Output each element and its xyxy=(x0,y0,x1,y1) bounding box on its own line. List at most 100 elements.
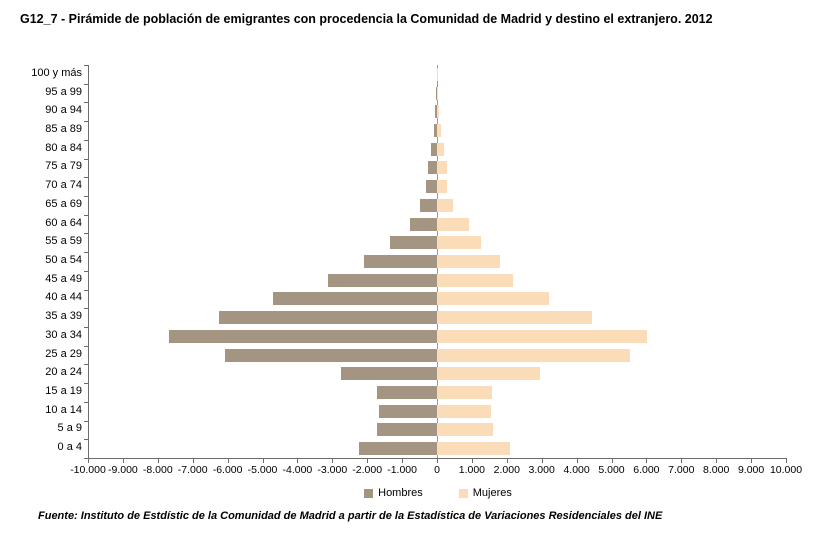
category-label: 80 a 84 xyxy=(45,141,82,154)
value-tick-label: -3.000 xyxy=(317,464,348,476)
category-label: 25 a 29 xyxy=(45,347,82,360)
bar-mujeres-25-a-29 xyxy=(437,348,630,362)
value-tick xyxy=(471,459,473,463)
value-tick-label: 3.000 xyxy=(528,464,555,476)
value-tick-label: -2.000 xyxy=(352,464,383,476)
category-label: 60 a 64 xyxy=(45,216,82,229)
category-label: 30 a 34 xyxy=(45,328,82,341)
category-tick xyxy=(84,458,88,459)
bar-hombres-25-a-29 xyxy=(225,348,437,362)
value-tick-label: -10.000 xyxy=(70,464,106,476)
bar-hombres-0-a-4 xyxy=(359,442,437,456)
category-label: 85 a 89 xyxy=(45,123,82,135)
category-tick xyxy=(84,121,88,123)
category-tick xyxy=(84,177,88,179)
category-label: 10 a 14 xyxy=(45,403,82,416)
category-tick xyxy=(84,270,88,272)
value-tick xyxy=(786,459,787,463)
value-tick-label: 7.000 xyxy=(668,464,695,476)
bar-hombres-40-a-44 xyxy=(272,292,437,306)
value-tick xyxy=(716,459,718,463)
bar-hombres-65-a-69 xyxy=(419,198,437,212)
category-label: 95 a 99 xyxy=(45,85,82,98)
value-tick-label: 0 xyxy=(434,464,440,476)
value-tick-label: -4.000 xyxy=(282,464,313,476)
value-tick-label: 2.000 xyxy=(493,464,520,476)
value-tick xyxy=(122,459,124,463)
category-label: 20 a 24 xyxy=(45,366,82,379)
category-label: 75 a 79 xyxy=(45,160,82,173)
category-tick xyxy=(84,327,88,328)
bar-mujeres-35-a-39 xyxy=(437,311,592,325)
value-tick xyxy=(402,459,404,463)
bar-hombres-10-a-14 xyxy=(379,404,437,418)
value-tick-label: -5.000 xyxy=(247,464,278,476)
mujeres-swatch-icon xyxy=(458,488,468,498)
bar-mujeres-0-a-4 xyxy=(437,442,510,456)
value-tick-label: 9.000 xyxy=(737,464,765,476)
value-tick-label: 10.000 xyxy=(769,464,803,476)
category-tick xyxy=(84,383,88,385)
category-tick xyxy=(84,252,88,254)
category-tick xyxy=(84,102,88,104)
value-axis-line xyxy=(88,458,787,459)
category-tick xyxy=(84,139,88,141)
category-tick xyxy=(84,196,88,197)
category-label: 100 y más xyxy=(31,66,82,79)
value-tick-label: -6.000 xyxy=(212,464,243,476)
plot-area xyxy=(84,65,787,463)
value-tick xyxy=(646,459,648,463)
category-tick xyxy=(84,439,88,441)
bar-hombres-35-a-39 xyxy=(218,311,437,325)
bar-hombres-5-a-9 xyxy=(376,423,437,437)
value-tick xyxy=(611,459,613,463)
category-label: 35 a 39 xyxy=(45,310,82,323)
bar-hombres-75-a-79 xyxy=(428,161,437,175)
category-label: 40 a 44 xyxy=(45,291,82,304)
bar-mujeres-65-a-69 xyxy=(437,198,454,212)
category-tick xyxy=(84,65,88,66)
bar-hombres-50-a-54 xyxy=(364,255,437,268)
value-tick-label: -1.000 xyxy=(387,464,417,476)
value-tick-label: -7.000 xyxy=(177,464,208,476)
value-tick xyxy=(297,459,299,463)
bar-hombres-95-a-99 xyxy=(436,86,437,100)
bar-mujeres-95-a-99 xyxy=(437,86,438,100)
value-tick xyxy=(157,459,159,463)
category-label: 70 a 74 xyxy=(45,179,82,192)
bar-mujeres-10-a-14 xyxy=(437,404,492,418)
bar-hombres-80-a-84 xyxy=(431,142,437,156)
hombres-swatch-icon xyxy=(364,488,374,498)
value-tick xyxy=(332,459,334,463)
category-tick xyxy=(84,364,88,366)
category-tick xyxy=(84,233,88,235)
value-tick-label: 4.000 xyxy=(563,464,590,476)
bar-hombres-90-a-94 xyxy=(435,105,437,119)
category-tick xyxy=(84,308,88,310)
bar-mujeres-60-a-64 xyxy=(437,217,470,231)
category-tick xyxy=(84,158,88,160)
category-label: 0 a 4 xyxy=(57,441,82,454)
bar-mujeres-90-a-94 xyxy=(437,105,440,119)
bar-hombres-30-a-34 xyxy=(168,329,437,343)
value-tick xyxy=(681,459,683,463)
legend-item-mujeres: Mujeres xyxy=(458,487,512,499)
bar-mujeres-50-a-54 xyxy=(437,255,501,268)
category-tick xyxy=(84,420,88,422)
bar-mujeres-20-a-24 xyxy=(437,367,540,381)
bar-mujeres-75-a-79 xyxy=(437,161,447,175)
value-tick xyxy=(227,459,229,463)
value-tick xyxy=(506,459,508,463)
category-label: 50 a 54 xyxy=(45,254,82,266)
value-tick xyxy=(88,459,89,463)
bar-mujeres-30-a-34 xyxy=(437,329,648,343)
category-label: 65 a 69 xyxy=(45,197,82,210)
category-label: 90 a 94 xyxy=(45,104,82,117)
value-tick-label: 6.000 xyxy=(633,464,660,476)
bar-hombres-20-a-24 xyxy=(341,367,437,381)
bar-mujeres-70-a-74 xyxy=(437,180,447,194)
category-label: 55 a 59 xyxy=(45,235,82,248)
category-label: 5 a 9 xyxy=(57,422,82,435)
category-tick xyxy=(84,83,88,85)
bar-mujeres-45-a-49 xyxy=(437,273,514,287)
